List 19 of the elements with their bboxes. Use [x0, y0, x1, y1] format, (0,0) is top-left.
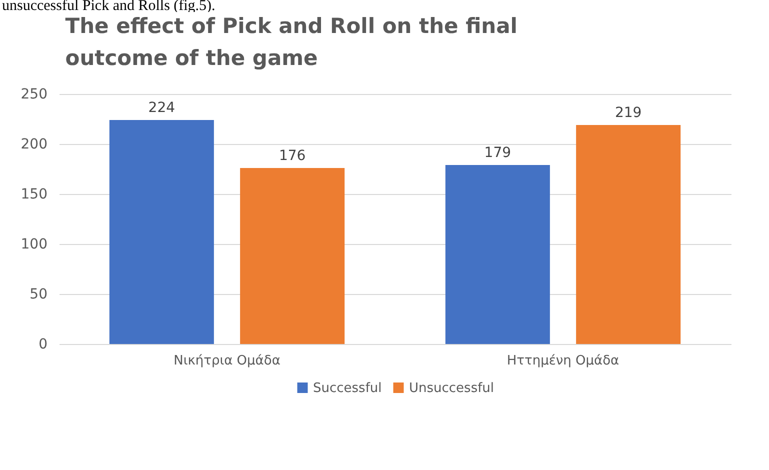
y-tick-label: 150 — [20, 186, 48, 202]
chart-title: The effect of Pick and Roll on the final outcome of the game — [65, 14, 518, 70]
legend-label: Unsuccessful — [409, 380, 494, 396]
bar — [445, 165, 550, 344]
bar — [109, 120, 214, 344]
y-tick-label: 50 — [30, 286, 48, 302]
data-label: 179 — [484, 145, 512, 161]
data-label: 219 — [614, 105, 642, 121]
x-tick-label: Νικήτρια Ομάδα — [174, 354, 280, 368]
bar — [576, 125, 681, 344]
data-label: 224 — [148, 100, 176, 116]
y-tick-label: 0 — [38, 336, 48, 352]
x-tick-label: Ηττημένη Ομάδα — [506, 354, 620, 368]
data-label: 176 — [278, 148, 306, 164]
y-tick-label: 100 — [20, 236, 48, 252]
y-tick-label: 200 — [20, 136, 48, 152]
y-tick-label: 250 — [20, 86, 48, 102]
legend-label: Successful — [313, 380, 382, 396]
bar — [240, 168, 345, 344]
